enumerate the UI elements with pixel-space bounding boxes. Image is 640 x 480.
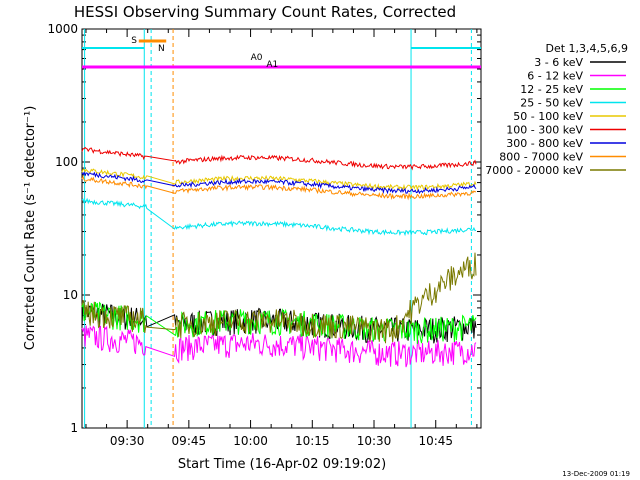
x-tick-labels: 09:30 09:45 10:00 10:15 10:30 10:45 (110, 434, 453, 448)
y-tick-label: 1 (70, 421, 78, 435)
legend-label: 100 - 300 keV (506, 124, 583, 137)
legend-label: 25 - 50 keV (520, 97, 583, 110)
legend-title: Det 1,3,4,5,6,9 (545, 42, 628, 55)
series-line (81, 146, 477, 171)
flag-label: S (131, 36, 137, 46)
legend-label: 800 - 7000 keV (499, 151, 583, 164)
legend-label: 3 - 6 keV (534, 56, 583, 69)
series-line (81, 171, 477, 195)
legend-label: 12 - 25 keV (520, 83, 583, 96)
x-tick-label: 09:45 (172, 434, 207, 448)
x-axis-label: Start Time (16-Apr-02 09:19:02) (178, 457, 386, 472)
legend-label: 7000 - 20000 keV (485, 164, 583, 177)
chart-title: HESSI Observing Summary Count Rates, Cor… (74, 3, 456, 21)
series-line (81, 252, 477, 344)
x-tick-label: 10:30 (357, 434, 392, 448)
flag-label: A0 (251, 53, 263, 63)
x-tick-label: 09:30 (110, 434, 145, 448)
time-markers (84, 29, 472, 428)
legend-label: 6 - 12 keV (527, 70, 583, 83)
flag-label: A1 (266, 60, 278, 70)
series-line (81, 197, 477, 237)
legend-label: 300 - 800 keV (506, 137, 583, 150)
y-axis-label: Corrected Count Rate (s⁻¹ detector⁻¹) (23, 106, 38, 351)
y-tick-labels: 1 10 100 1000 (47, 22, 78, 435)
y-tick-label: 1000 (47, 22, 78, 36)
flag-label: N (158, 44, 165, 54)
x-tick-label: 10:15 (295, 434, 330, 448)
series-line (81, 175, 477, 201)
axis-ticks (82, 29, 481, 429)
y-tick-label: 10 (63, 288, 78, 302)
series-line (81, 325, 477, 368)
legend-label: 50 - 100 keV (513, 110, 583, 123)
series-line (81, 168, 477, 192)
x-tick-label: 10:45 (418, 434, 453, 448)
series-line (81, 301, 477, 344)
x-tick-label: 10:00 (233, 434, 268, 448)
plot-frame (81, 28, 482, 429)
y-tick-label: 100 (55, 155, 78, 169)
series-traces (81, 146, 477, 368)
plot-area (81, 28, 482, 429)
footer-date: 13-Dec-2009 01:19 (562, 470, 630, 478)
